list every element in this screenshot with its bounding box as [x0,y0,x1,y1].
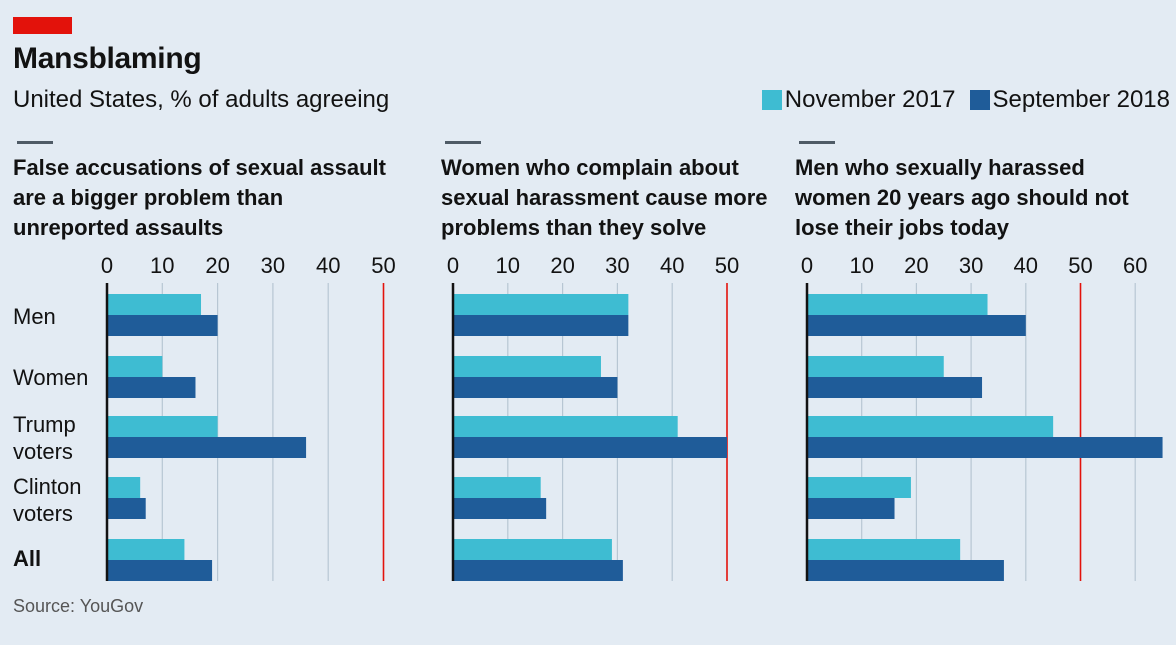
bar-september-2018 [453,560,623,581]
legend: November 2017 September 2018 [748,86,1170,114]
bar-september-2018 [107,498,146,519]
brand-red-tag [13,17,72,34]
panel-title: lose their jobs today [795,215,1010,240]
bar-november-2017 [107,294,202,315]
panel-title: Men who sexually harassed [795,155,1085,180]
bar-september-2018 [807,560,1004,581]
category-label: Trump [13,412,76,437]
x-tick-label: 20 [550,253,574,278]
bar-november-2017 [453,294,629,315]
category-label: Men [13,304,56,329]
bar-september-2018 [453,437,727,458]
source-note: Source: YouGov [13,596,144,616]
panel-title: unreported assaults [13,215,223,240]
x-tick-label: 60 [1123,253,1147,278]
legend-item-november-2017: November 2017 [761,86,956,114]
panel-title: Women who complain about [441,155,739,180]
chart-subtitle: United States, % of adults agreeing [13,86,390,113]
bar-september-2018 [807,377,983,398]
legend-label-november-2017: November 2017 [784,86,956,113]
bar-november-2017 [453,416,678,437]
bar-november-2017 [807,294,988,315]
x-tick-label: 50 [371,253,395,278]
bar-november-2017 [807,416,1054,437]
x-tick-label: 10 [849,253,873,278]
bar-november-2017 [107,477,141,498]
category-label: All [13,546,41,571]
x-tick-label: 30 [605,253,629,278]
x-tick-label: 30 [261,253,285,278]
panel-title: problems than they solve [441,215,706,240]
x-tick-label: 30 [959,253,983,278]
bar-september-2018 [107,315,218,336]
panel-title-rule [17,141,53,144]
category-label: Clinton [13,474,81,499]
bar-november-2017 [107,356,163,377]
x-tick-label: 10 [150,253,174,278]
x-tick-label: 20 [904,253,928,278]
bar-november-2017 [107,539,185,560]
x-tick-label: 50 [715,253,739,278]
bar-november-2017 [453,356,601,377]
legend-item-september-2018: September 2018 [969,86,1170,114]
bar-september-2018 [107,377,196,398]
x-tick-label: 40 [1014,253,1038,278]
chart-title: Mansblaming [13,42,202,75]
panel-title-rule [445,141,481,144]
x-tick-label: 10 [496,253,520,278]
bar-november-2017 [807,477,911,498]
panel-title: are a bigger problem than [13,185,283,210]
bar-september-2018 [453,315,629,336]
x-tick-label: 0 [801,253,813,278]
x-tick-label: 0 [447,253,459,278]
bar-september-2018 [807,437,1163,458]
x-tick-label: 0 [101,253,113,278]
panel-title: False accusations of sexual assault [13,155,387,180]
legend-label-september-2018: September 2018 [992,86,1170,113]
x-tick-label: 40 [316,253,340,278]
category-label: voters [13,439,73,464]
bar-november-2017 [453,539,612,560]
legend-swatch-september-2018 [969,90,990,110]
bar-september-2018 [453,377,618,398]
bar-november-2017 [453,477,541,498]
bar-september-2018 [807,315,1026,336]
panel-title: women 20 years ago should not [794,185,1129,210]
legend-swatch-november-2017 [761,90,782,110]
category-label: Women [13,365,88,390]
bar-september-2018 [453,498,547,519]
x-tick-label: 50 [1068,253,1092,278]
bar-september-2018 [807,498,895,519]
bar-september-2018 [107,437,307,458]
bar-november-2017 [807,539,961,560]
bar-november-2017 [807,356,944,377]
panel-title: sexual harassment cause more [441,185,768,210]
x-tick-label: 40 [660,253,684,278]
bar-september-2018 [107,560,213,581]
bar-november-2017 [107,416,218,437]
category-label: voters [13,501,73,526]
panel-title-rule [799,141,835,144]
x-tick-label: 20 [205,253,229,278]
